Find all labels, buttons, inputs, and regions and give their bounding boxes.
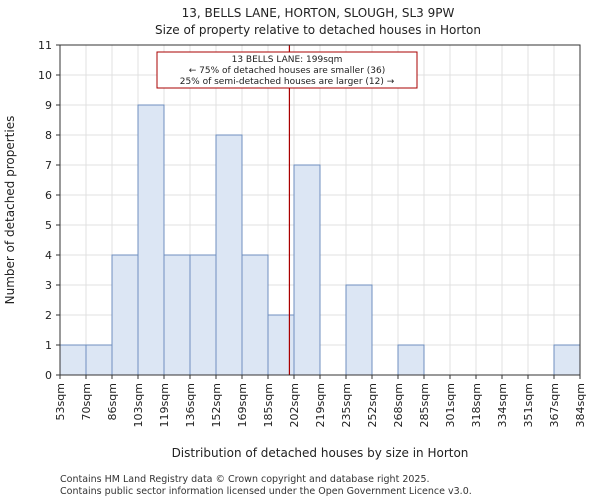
- chart-title-line2: Size of property relative to detached ho…: [155, 23, 481, 37]
- bar-202sqm: [293, 164, 321, 376]
- x-tick-label: 384sqm: [574, 383, 587, 427]
- x-tick-label: 152sqm: [210, 383, 223, 427]
- annotation-box: 13 BELLS LANE: 199sqm ← 75% of detached …: [156, 51, 418, 89]
- bar-169sqm: [241, 254, 269, 376]
- bar-119sqm: [163, 254, 191, 376]
- bar-103sqm: [137, 104, 165, 376]
- x-axis-label: Distribution of detached houses by size …: [172, 446, 469, 460]
- annotation-line1: 13 BELLS LANE: 199sqm: [232, 55, 343, 65]
- x-tick-label: 119sqm: [158, 383, 171, 427]
- bar-86sqm: [111, 254, 139, 376]
- y-tick-label: 7: [45, 159, 52, 172]
- y-tick-label: 10: [38, 69, 52, 82]
- y-tick-label: 1: [45, 339, 52, 352]
- y-axis-label: Number of detached properties: [3, 116, 17, 305]
- bar-367sqm: [553, 344, 581, 376]
- y-tick-label: 5: [45, 219, 52, 232]
- bar-53sqm: [59, 344, 87, 376]
- x-tick-label: 268sqm: [392, 383, 405, 427]
- x-tick-label: 351sqm: [522, 383, 535, 427]
- annotation-line2: ← 75% of detached houses are smaller (36…: [189, 66, 386, 76]
- bar-70sqm: [85, 344, 113, 376]
- x-tick-label: 86sqm: [106, 383, 119, 420]
- x-tick-label: 185sqm: [262, 383, 275, 427]
- y-tick-label: 4: [45, 249, 52, 262]
- x-tick-label: 285sqm: [418, 383, 431, 427]
- x-tick-label: 301sqm: [444, 383, 457, 427]
- y-tick-label: 8: [45, 129, 52, 142]
- bar-268sqm: [397, 344, 425, 376]
- x-tick-label: 136sqm: [184, 383, 197, 427]
- bar-136sqm: [189, 254, 217, 376]
- x-tick-label: 235sqm: [340, 383, 353, 427]
- x-axis-ticks: 53sqm 70sqm 86sqm 103sqm 119sqm 136sqm 152sqm 1…: [54, 375, 587, 427]
- x-tick-label: 53sqm: [54, 383, 67, 420]
- y-tick-label: 11: [38, 39, 52, 52]
- y-tick-label: 2: [45, 309, 52, 322]
- x-tick-label: 252sqm: [366, 383, 379, 427]
- bar-185sqm: [267, 314, 295, 376]
- annotation-line3: 25% of semi-detached houses are larger (…: [180, 77, 395, 87]
- footer-line1: Contains HM Land Registry data © Crown c…: [60, 474, 430, 485]
- footer-line2: Contains public sector information licen…: [60, 486, 472, 497]
- bars: [59, 104, 581, 376]
- y-tick-label: 0: [45, 369, 52, 382]
- x-tick-label: 169sqm: [236, 383, 249, 427]
- x-tick-label: 70sqm: [80, 383, 93, 420]
- bar-235sqm: [345, 284, 373, 376]
- y-tick-label: 3: [45, 279, 52, 292]
- x-tick-label: 334sqm: [496, 383, 509, 427]
- y-tick-label: 9: [45, 99, 52, 112]
- x-tick-label: 367sqm: [548, 383, 561, 427]
- y-tick-label: 6: [45, 189, 52, 202]
- chart-title-line1: 13, BELLS LANE, HORTON, SLOUGH, SL3 9PW: [182, 6, 455, 20]
- y-axis-ticks: 0 1 2 3 4 5 6 7 8 9 10 11: [38, 39, 60, 382]
- x-tick-label: 318sqm: [470, 383, 483, 427]
- x-tick-label: 202sqm: [288, 383, 301, 427]
- x-tick-label: 219sqm: [314, 383, 327, 427]
- bar-152sqm: [215, 134, 243, 376]
- x-tick-label: 103sqm: [132, 383, 145, 427]
